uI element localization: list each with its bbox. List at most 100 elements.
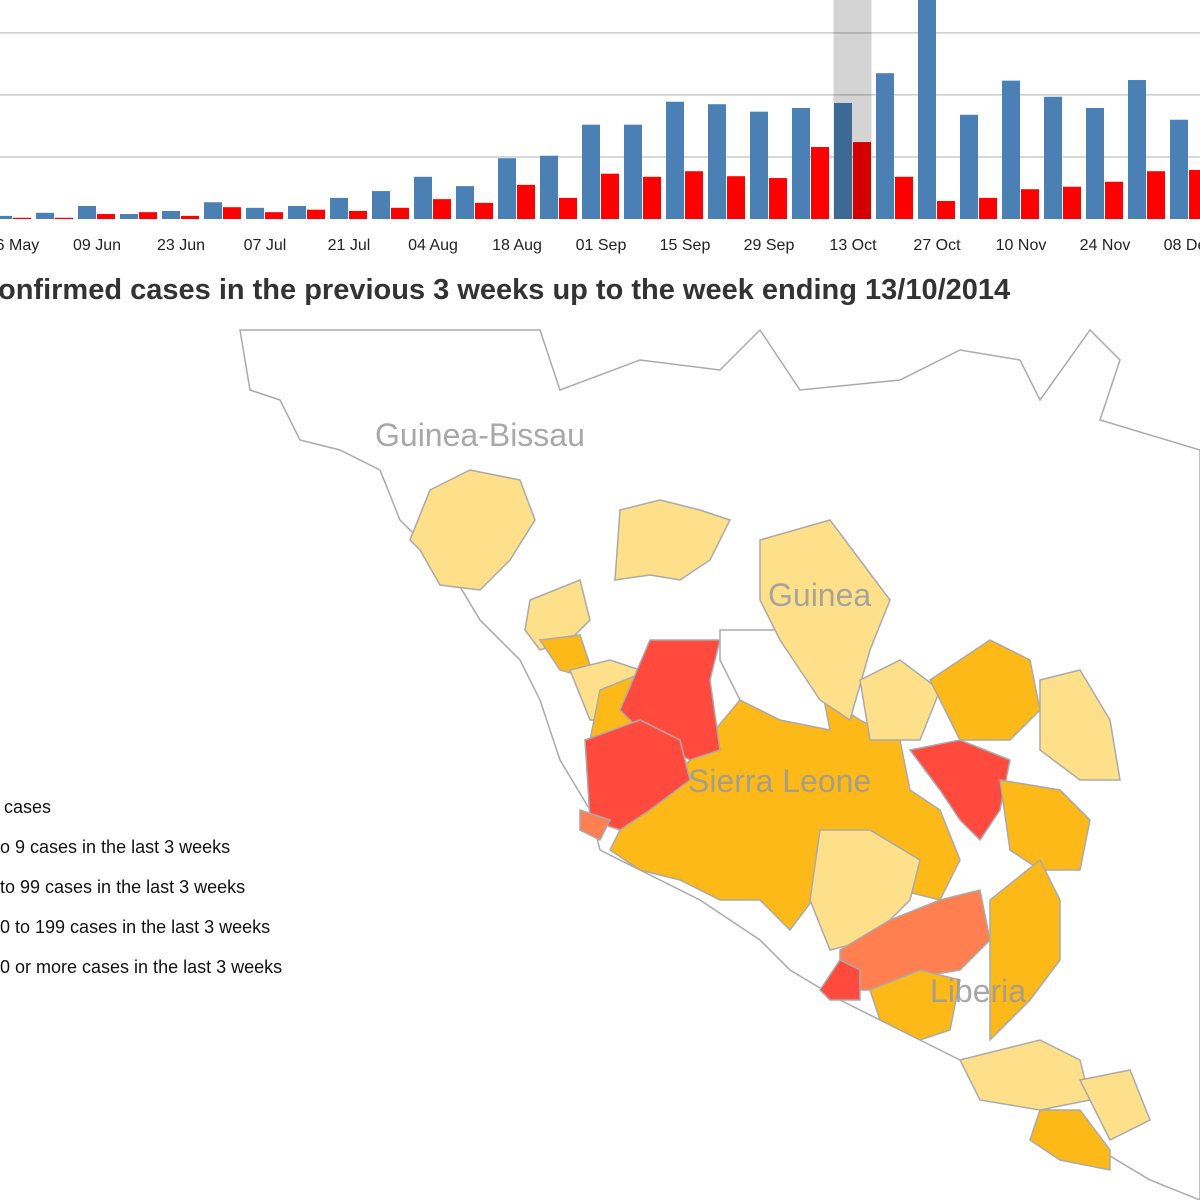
bar [204, 202, 222, 219]
bar [895, 176, 913, 219]
bar [433, 199, 451, 219]
legend-entry: 0 or more cases in the last 3 weeks [0, 957, 283, 977]
bar [643, 176, 661, 219]
legend-entry: to 99 cases in the last 3 weeks [0, 877, 246, 897]
region [908, 739, 1011, 842]
bar [769, 178, 787, 219]
region [999, 779, 1091, 871]
x-tick-label: 07 Jul [244, 237, 287, 254]
bar [559, 197, 577, 219]
bar [265, 212, 283, 219]
bar [624, 124, 642, 219]
bar [97, 214, 115, 219]
region [614, 499, 732, 581]
region [579, 808, 612, 842]
bar [391, 207, 409, 219]
x-tick-label: 27 Oct [913, 237, 961, 254]
bar [288, 205, 306, 219]
bar [979, 197, 997, 219]
region [409, 469, 536, 591]
region [869, 969, 961, 1041]
bar [330, 197, 348, 219]
bar [937, 201, 955, 219]
region [859, 659, 941, 741]
highlight [833, 0, 872, 219]
bar [876, 73, 894, 219]
bar [727, 176, 745, 219]
region [1029, 1109, 1111, 1171]
legend-entry: o 9 cases in the last 3 weeks [0, 837, 231, 857]
bar [120, 214, 138, 219]
x-tick-label: 26 May [0, 237, 39, 254]
bar [36, 212, 54, 219]
bar [582, 124, 600, 219]
legend-entry: 0 to 199 cases in the last 3 weeks [0, 917, 271, 937]
x-tick-label: 13 Oct [829, 237, 877, 254]
bar [853, 142, 871, 219]
bar [834, 102, 852, 219]
x-tick-label: 24 Nov [1080, 237, 1131, 254]
bar [1063, 186, 1081, 219]
bar [540, 155, 558, 219]
legend-entry: cases [4, 797, 52, 817]
bar [0, 215, 12, 219]
bar [792, 107, 810, 219]
bar [666, 101, 684, 219]
bar [78, 205, 96, 219]
map-title: onfirmed cases in the previous 3 weeks u… [0, 274, 1011, 306]
bar [708, 104, 726, 219]
x-tick-label: 10 Nov [996, 237, 1047, 254]
bar [223, 207, 241, 219]
bar [246, 207, 264, 219]
bar [750, 111, 768, 219]
x-tick-label: 04 Aug [408, 237, 458, 254]
bar [1189, 169, 1200, 219]
bar [601, 173, 619, 219]
bar [1044, 96, 1062, 219]
bar [1105, 181, 1123, 219]
x-tick-label: 08 Dec [1164, 237, 1200, 254]
x-tick-label: 23 Jun [157, 237, 205, 254]
x-tick-label: 15 Sep [660, 237, 711, 254]
bar [1002, 80, 1020, 220]
region [1039, 669, 1121, 781]
bar [517, 184, 535, 219]
bar [372, 191, 390, 219]
country-label: Guinea-Bissau [375, 417, 585, 453]
bar [139, 212, 157, 219]
region [759, 519, 891, 722]
x-tick-label: 01 Sep [576, 237, 627, 254]
country-label: Liberia [930, 973, 1026, 1009]
map: Guinea-Bissau Guinea Sierra Leone Liberi… [239, 328, 1200, 1200]
x-tick-label: 09 Jun [73, 237, 121, 254]
bar [475, 202, 493, 219]
map-shapes: Guinea-Bissau Guinea Sierra Leone Liberi… [239, 328, 1200, 1200]
bar [685, 171, 703, 219]
bar [13, 217, 31, 219]
bar [1147, 171, 1165, 219]
bar [55, 217, 73, 219]
bar [960, 114, 978, 219]
region [1078, 1069, 1151, 1142]
bar [1021, 189, 1039, 219]
bar [414, 176, 432, 219]
x-tick-label: 21 Jul [328, 237, 371, 254]
x-tick-label: 29 Sep [744, 237, 795, 254]
bar [1170, 119, 1188, 219]
bar [498, 158, 516, 219]
bar [1128, 80, 1146, 219]
bar [811, 147, 829, 219]
country-label: Sierra Leone [688, 763, 871, 799]
region [989, 858, 1061, 1042]
country-label: Guinea [768, 577, 871, 613]
bar [162, 210, 180, 219]
bar [456, 186, 474, 219]
bar [349, 210, 367, 219]
bar [181, 215, 199, 219]
region [819, 959, 861, 1001]
bar [1086, 107, 1104, 219]
bar [918, 0, 936, 219]
x-tick-label: 18 Aug [492, 237, 542, 254]
bar-chart: 26 May 09 Jun 23 Jun 07 Jul 21 Jul 04 Aug 18 A… [0, 0, 1200, 254]
